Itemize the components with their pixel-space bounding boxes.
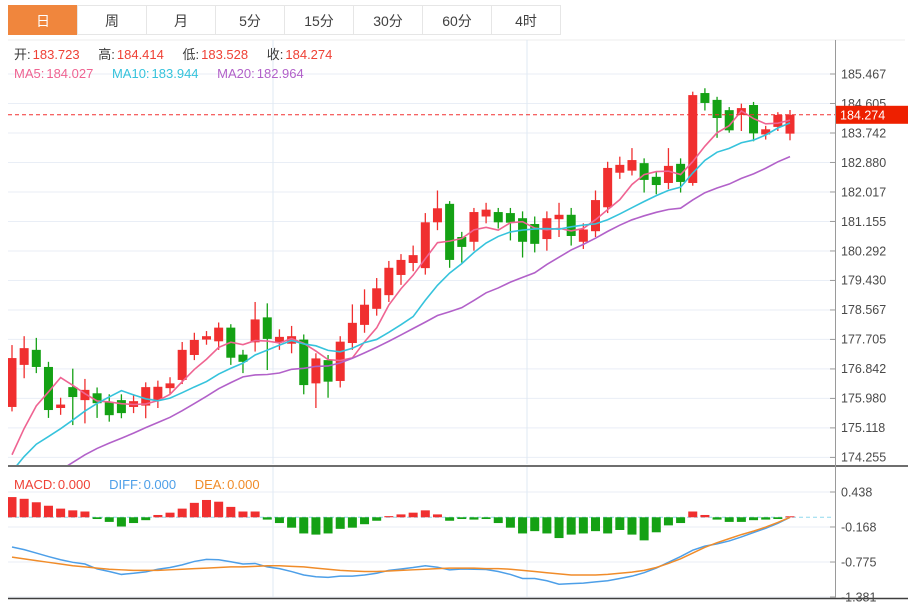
- tab-4hour[interactable]: 4时: [491, 5, 561, 35]
- axis-tick-label: 182.880: [841, 156, 886, 170]
- tab-30min[interactable]: 30分: [353, 5, 423, 35]
- y-axis: 185.467184.605183.742182.880182.017181.1…: [830, 40, 886, 602]
- macd-lines: [11, 516, 791, 585]
- high-value: 184.414: [116, 47, 164, 62]
- macd-readout: MACD: 0.000: [14, 477, 90, 492]
- dea-line: [11, 516, 791, 576]
- axis-tick-label: -0.168: [841, 520, 876, 534]
- ma20-label: MA20:: [217, 66, 255, 81]
- open-readout: 开: 183.723: [14, 47, 80, 62]
- grid: [8, 39, 905, 598]
- dea-label: DEA:: [194, 477, 226, 492]
- tab-month[interactable]: 月: [146, 5, 216, 35]
- ma5-line: [11, 109, 791, 456]
- close-label: 收:: [266, 47, 284, 62]
- low-label: 低:: [182, 47, 200, 62]
- dea-value: 0.000: [227, 477, 260, 492]
- last-price-badge: 184.274: [836, 105, 908, 124]
- axis-tick-label: 183.742: [841, 126, 886, 140]
- axis-tick-label: 182.017: [841, 185, 886, 199]
- axis-tick-label: 174.255: [841, 451, 886, 465]
- axis-tick-label: 185.467: [841, 67, 886, 81]
- axis-tick-label: 175.118: [841, 421, 885, 435]
- axis-tick-label: 178.567: [841, 303, 886, 317]
- ma20-value: 182.964: [256, 66, 304, 81]
- axis-tick-label: 177.705: [841, 333, 886, 347]
- axis-tick-label: 180.292: [841, 244, 886, 258]
- macd-info-row: MACD: 0.000 DIFF: 0.000 DEA: 0.000: [14, 477, 275, 492]
- tab-week[interactable]: 周: [77, 5, 147, 35]
- ma10-line: [16, 122, 791, 465]
- tab-day[interactable]: 日: [8, 5, 78, 35]
- ma10-label: MA10:: [111, 66, 150, 81]
- svg-text:184.274: 184.274: [840, 108, 885, 122]
- dea-readout: DEA: 0.000: [195, 477, 260, 492]
- ma10-readout: MA10: 183.944: [112, 66, 199, 81]
- ma5-value: 184.027: [46, 66, 94, 81]
- axis-tick-label: 0.438: [841, 485, 872, 499]
- open-value: 183.723: [32, 47, 80, 62]
- axis-tick-label: 175.980: [841, 392, 886, 406]
- open-label: 开:: [14, 47, 31, 62]
- tab-15min[interactable]: 15分: [284, 5, 354, 35]
- axis-tick-label: 181.155: [841, 215, 886, 229]
- ohlc-info-row: 开: 183.723 高: 184.414 低: 183.528 收: 184.274: [14, 44, 347, 63]
- axis-tick-label: 176.842: [841, 362, 886, 376]
- ma20-readout: MA20: 182.964: [217, 66, 304, 81]
- diff-label: DIFF:: [109, 477, 142, 492]
- axis-tick-label: -0.775: [841, 555, 876, 569]
- axis-tick-label: 179.430: [841, 274, 886, 288]
- close-value: 184.274: [285, 47, 333, 62]
- axis-tick-label: -1.381: [841, 590, 876, 602]
- ma5-readout: MA5: 184.027: [14, 66, 93, 81]
- high-readout: 高: 184.414: [98, 47, 164, 62]
- candlestick-series: [8, 88, 795, 426]
- ma-lines: [11, 109, 791, 465]
- macd-label: MACD:: [14, 477, 56, 492]
- tab-5min[interactable]: 5分: [215, 5, 285, 35]
- ma5-label: MA5:: [14, 66, 45, 81]
- high-label: 高:: [98, 47, 115, 62]
- ma10-value: 183.944: [151, 66, 199, 81]
- diff-readout: DIFF: 0.000: [109, 477, 176, 492]
- diff-value: 0.000: [143, 477, 177, 492]
- low-readout: 低: 183.528: [183, 47, 249, 62]
- low-value: 183.528: [201, 47, 249, 62]
- ma-info-row: MA5: 184.027 MA10: 183.944 MA20: 182.964: [14, 66, 319, 81]
- tab-60min[interactable]: 60分: [422, 5, 492, 35]
- macd-histogram: [8, 497, 795, 541]
- macd-value: 0.000: [57, 477, 91, 492]
- close-readout: 收: 184.274: [267, 47, 333, 62]
- interval-tabbar: 日 周 月 5分 15分 30分 60分 4时: [8, 5, 561, 35]
- ma20-line: [67, 155, 791, 465]
